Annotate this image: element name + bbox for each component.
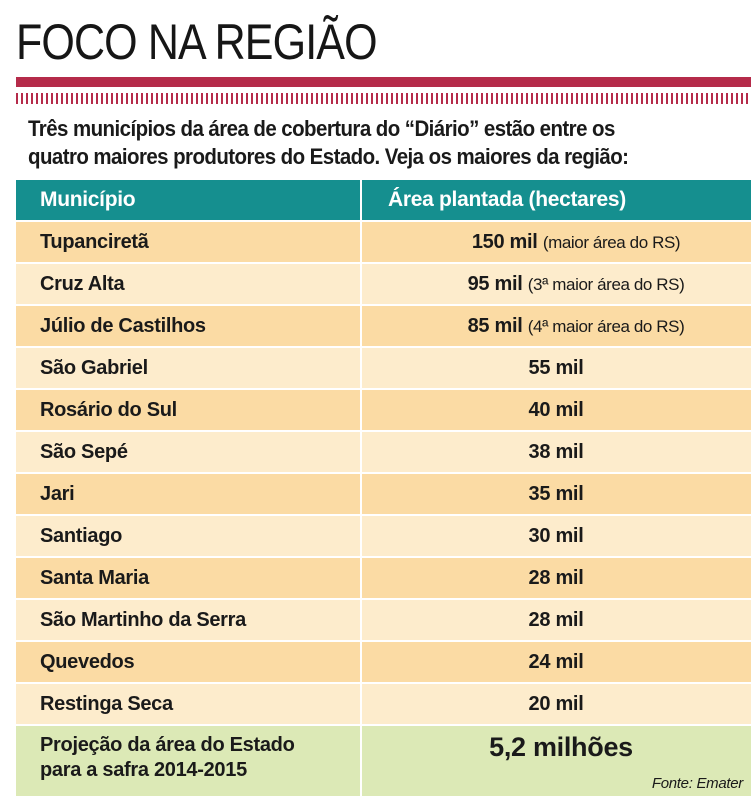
area-cell: 24 mil xyxy=(360,640,751,683)
area-value: 28 mil xyxy=(528,566,584,589)
table-row: Cruz Alta 95 mil (3ª maior área do RS) xyxy=(16,262,751,305)
projection-value: 5,2 milhões xyxy=(489,732,633,762)
area-cell: 150 mil (maior área do RS) xyxy=(360,220,751,263)
municipio-cell: Santiago xyxy=(16,514,361,557)
area-value: 55 mil xyxy=(528,356,584,379)
table-row: Quevedos 24 mil xyxy=(16,640,751,683)
table-row: Santa Maria 28 mil xyxy=(16,556,751,599)
area-cell: 38 mil xyxy=(360,430,751,473)
page-title: FOCO NA REGIÃO xyxy=(16,14,378,70)
table-row: São Gabriel 55 mil xyxy=(16,346,751,389)
area-value: 40 mil xyxy=(528,398,584,421)
municipio-cell: Júlio de Castilhos xyxy=(16,304,361,347)
area-cell: 28 mil xyxy=(360,556,751,599)
municipio-cell: Cruz Alta xyxy=(16,262,361,305)
area-value: 85 mil xyxy=(467,314,523,337)
table-row: Jari 35 mil xyxy=(16,472,751,515)
table-row: Rosário do Sul 40 mil xyxy=(16,388,751,431)
municipio-cell: São Sepé xyxy=(16,430,361,473)
projection-label-line-1: Projeção da área do Estado xyxy=(40,734,295,756)
table-body: Tupanciretã 150 mil (maior área do RS) Cru… xyxy=(16,220,751,725)
area-cell: 55 mil xyxy=(360,346,751,389)
area-cell: 95 mil (3ª maior área do RS) xyxy=(360,262,751,305)
area-cell: 85 mil (4ª maior área do RS) xyxy=(360,304,751,347)
municipio-cell: Restinga Seca xyxy=(16,682,361,725)
projection-cell: 5,2 milhões Fonte: Emater xyxy=(360,724,751,796)
area-cell: 30 mil xyxy=(360,514,751,557)
area-cell: 20 mil xyxy=(360,682,751,725)
municipio-cell: Jari xyxy=(16,472,361,515)
area-value: 24 mil xyxy=(528,650,584,673)
intro-line-2: quatro maiores produtores do Estado. Vej… xyxy=(28,144,629,169)
area-note: (maior área do RS) xyxy=(542,232,681,252)
municipio-cell: São Martinho da Serra xyxy=(16,598,361,641)
area-cell: 35 mil xyxy=(360,472,751,515)
area-value: 150 mil xyxy=(471,230,538,253)
area-value: 95 mil xyxy=(467,272,523,295)
intro-text: Três municípios da área de cobertura do … xyxy=(28,115,688,171)
area-value: 35 mil xyxy=(528,482,584,505)
area-value: 28 mil xyxy=(528,608,584,631)
column-header-municipio: Município xyxy=(16,180,361,221)
projection-label: Projeção da área do Estado para a safra … xyxy=(16,724,361,796)
municipio-cell: Santa Maria xyxy=(16,556,361,599)
planted-area-table: Município Área plantada (hectares) Tupan… xyxy=(16,180,751,796)
area-value: 38 mil xyxy=(528,440,584,463)
column-header-area: Área plantada (hectares) xyxy=(360,180,751,221)
table-row: São Sepé 38 mil xyxy=(16,430,751,473)
area-note: (3ª maior área do RS) xyxy=(527,274,685,294)
table-row: Tupanciretã 150 mil (maior área do RS) xyxy=(16,220,751,263)
municipio-cell: São Gabriel xyxy=(16,346,361,389)
municipio-cell: Rosário do Sul xyxy=(16,388,361,431)
area-value: 30 mil xyxy=(528,524,584,547)
municipio-cell: Quevedos xyxy=(16,640,361,683)
title-rule-ticks xyxy=(16,93,751,104)
area-cell: 40 mil xyxy=(360,388,751,431)
source-note: Fonte: Emater xyxy=(651,775,743,792)
table-header-row: Município Área plantada (hectares) xyxy=(16,180,751,221)
intro-line-1: Três municípios da área de cobertura do … xyxy=(28,116,615,141)
municipio-cell: Tupanciretã xyxy=(16,220,361,263)
table-row: Restinga Seca 20 mil xyxy=(16,682,751,725)
table-row: Júlio de Castilhos 85 mil (4ª maior área … xyxy=(16,304,751,347)
projection-row: Projeção da área do Estado para a safra … xyxy=(16,724,751,796)
area-note: (4ª maior área do RS) xyxy=(527,316,685,336)
title-rule-solid xyxy=(16,77,751,87)
area-value: 20 mil xyxy=(528,692,584,715)
area-cell: 28 mil xyxy=(360,598,751,641)
table-row: São Martinho da Serra 28 mil xyxy=(16,598,751,641)
table-row: Santiago 30 mil xyxy=(16,514,751,557)
projection-label-line-2: para a safra 2014-2015 xyxy=(40,759,247,781)
